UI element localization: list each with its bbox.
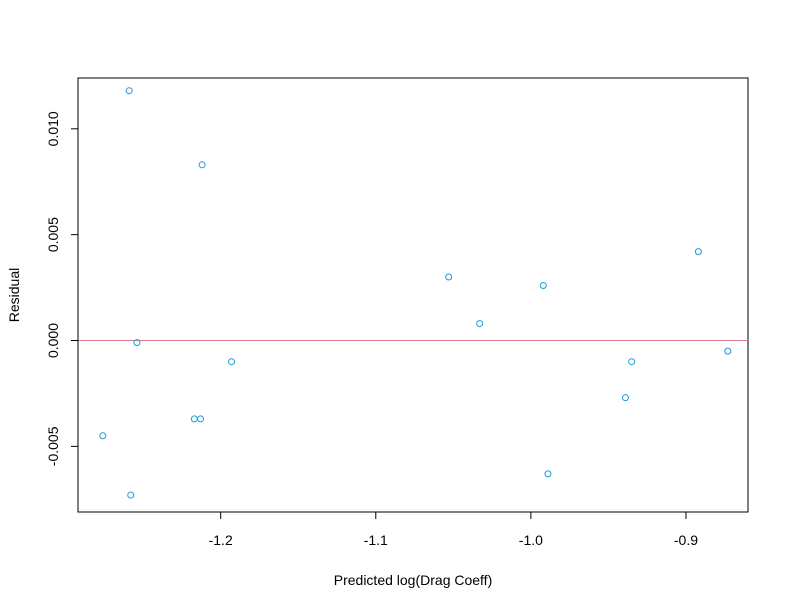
x-tick-label: -0.9 [674, 532, 698, 548]
data-point [476, 320, 484, 328]
y-tick-label: 0.010 [45, 111, 61, 146]
data-point [198, 161, 206, 169]
data-point [99, 432, 107, 440]
data-point [621, 394, 629, 402]
data-point [133, 339, 141, 347]
x-tick-label: -1.0 [519, 532, 543, 548]
data-point [127, 491, 135, 499]
x-tick-label: -1.1 [364, 532, 388, 548]
data-point [197, 415, 205, 423]
y-tick-label: 0.000 [45, 323, 61, 358]
y-tick-label: 0.005 [45, 217, 61, 252]
data-point [539, 281, 547, 289]
y-axis: -0.005 0.000 0.005 0.010 [45, 111, 79, 466]
data-point [190, 415, 198, 423]
plot-area-frame [77, 77, 749, 513]
data-point [628, 358, 636, 366]
x-axis-label: Predicted log(Drag Coeff) [334, 572, 492, 588]
x-axis: -1.2 -1.1 -1.0 -0.9 [209, 511, 698, 548]
x-tick-label: -1.2 [209, 532, 233, 548]
data-point [724, 347, 732, 355]
y-tick-label: -0.005 [45, 426, 61, 466]
data-point [125, 87, 133, 95]
data-points [99, 87, 732, 499]
y-axis-label: Residual [6, 268, 22, 322]
data-point [445, 273, 453, 281]
data-point [544, 470, 552, 478]
data-point [228, 358, 236, 366]
data-point [694, 248, 702, 256]
